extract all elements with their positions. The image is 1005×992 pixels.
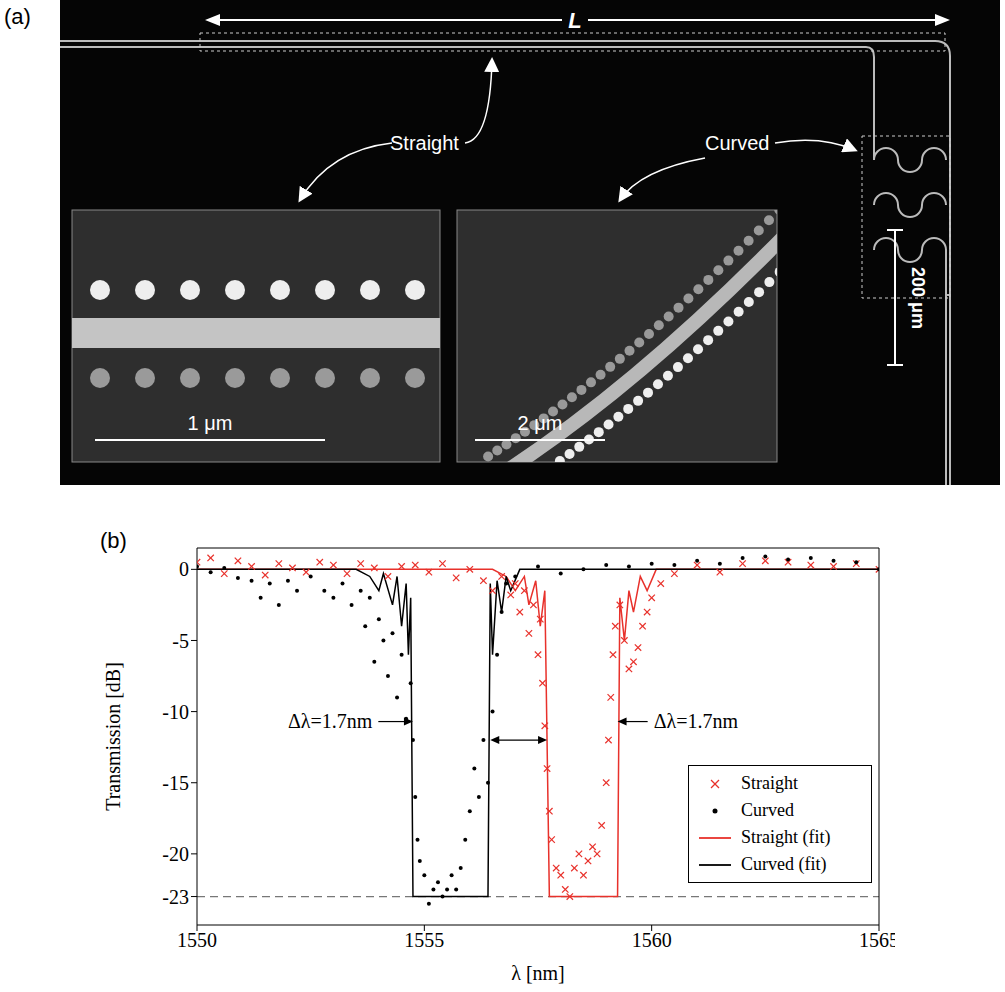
svg-text:1560: 1560 [632,929,672,951]
svg-text:(a): (a) [4,4,31,29]
svg-text:1565: 1565 [859,929,895,951]
svg-text:200 μm: 200 μm [908,267,928,329]
svg-text:1550: 1550 [177,929,217,951]
svg-text:1555: 1555 [404,929,444,951]
svg-text:1 μm: 1 μm [188,412,233,434]
svg-text:Curved: Curved [705,132,769,154]
svg-text:Δλ=1.7nm: Δλ=1.7nm [654,710,739,732]
html-text:(b): (b) [100,528,127,553]
svg-text:Straight: Straight [390,132,459,154]
html-text:Straight (fit): Straight (fit) [741,827,831,847]
svg-text:L: L [568,8,581,33]
svg-text:2 μm: 2 μm [518,412,563,434]
html-text:Curved (fit): Curved (fit) [741,854,827,874]
svg-text:Transmission [dB]: Transmission [dB] [102,662,124,811]
html-text:Straight: Straight [741,773,798,793]
svg-text:-5: -5 [172,630,189,652]
svg-text:λ [nm]: λ [nm] [511,962,565,984]
svg-text:-15: -15 [162,772,189,794]
svg-text:-23: -23 [162,886,189,908]
svg-text:0: 0 [179,558,189,580]
html-text:Curved: Curved [741,800,794,820]
svg-text:-10: -10 [162,701,189,723]
svg-text:Δλ=1.7nm: Δλ=1.7nm [288,710,373,732]
svg-text:-20: -20 [162,843,189,865]
